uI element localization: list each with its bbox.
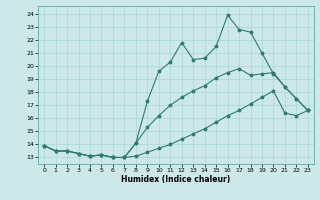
X-axis label: Humidex (Indice chaleur): Humidex (Indice chaleur) bbox=[121, 175, 231, 184]
